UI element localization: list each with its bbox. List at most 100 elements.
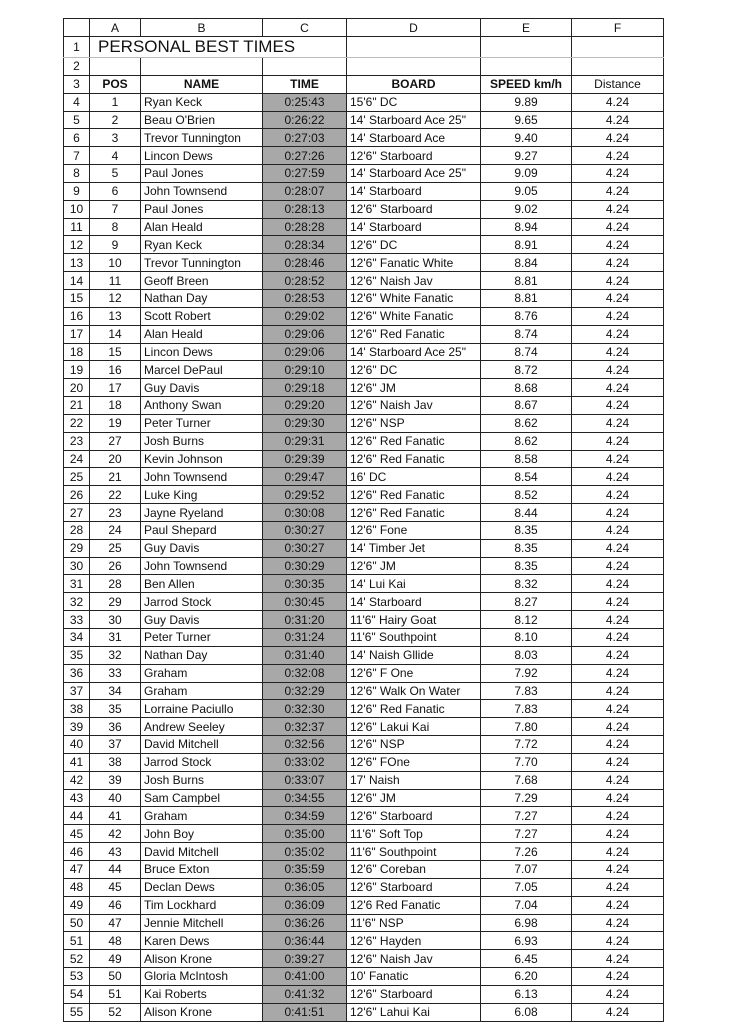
time-cell[interactable]: 0:32:30 bbox=[262, 699, 347, 719]
distance-cell[interactable]: 4.24 bbox=[571, 396, 664, 415]
pos-cell[interactable]: 49 bbox=[89, 949, 141, 969]
speed-cell[interactable]: 8.58 bbox=[480, 449, 572, 469]
name-cell[interactable]: Guy Davis bbox=[140, 538, 263, 558]
speed-cell[interactable]: 7.27 bbox=[480, 824, 572, 844]
row-number[interactable]: 28 bbox=[63, 520, 90, 540]
board-cell[interactable]: 14' Starboard Ace 25" bbox=[346, 342, 481, 362]
distance-cell[interactable]: 4.24 bbox=[571, 253, 664, 273]
distance-cell[interactable]: 4.24 bbox=[571, 110, 664, 130]
distance-cell[interactable]: 4.24 bbox=[571, 735, 664, 754]
board-cell[interactable]: 12'6" FOne bbox=[346, 752, 481, 772]
name-cell[interactable]: John Boy bbox=[140, 824, 263, 844]
name-cell[interactable]: Jarrod Stock bbox=[140, 592, 263, 612]
time-cell[interactable]: 0:28:13 bbox=[262, 199, 347, 219]
name-cell[interactable]: Kai Roberts bbox=[140, 984, 263, 1004]
time-cell[interactable]: 0:30:35 bbox=[262, 574, 347, 594]
board-cell[interactable]: 14' Naish Gllide bbox=[346, 645, 481, 665]
column-header-b[interactable]: B bbox=[140, 18, 263, 37]
speed-cell[interactable]: 8.74 bbox=[480, 324, 572, 344]
row-number[interactable]: 53 bbox=[63, 967, 90, 986]
time-cell[interactable]: 0:28:07 bbox=[262, 181, 347, 201]
row-number[interactable]: 17 bbox=[63, 324, 90, 344]
pos-cell[interactable]: 37 bbox=[89, 735, 141, 754]
row-number[interactable]: 20 bbox=[63, 378, 90, 398]
name-cell[interactable]: Ryan Keck bbox=[140, 92, 263, 112]
speed-cell[interactable]: 7.83 bbox=[480, 681, 572, 701]
name-cell[interactable]: Tim Lockhard bbox=[140, 895, 263, 915]
board-cell[interactable]: 14' Starboard bbox=[346, 592, 481, 612]
pos-cell[interactable]: 24 bbox=[89, 520, 141, 540]
board-cell[interactable]: 12'6" JM bbox=[346, 788, 481, 808]
cell[interactable] bbox=[571, 36, 664, 58]
time-cell[interactable]: 0:27:03 bbox=[262, 128, 347, 148]
board-cell[interactable]: 12'6" DC bbox=[346, 360, 481, 380]
name-cell[interactable]: Josh Burns bbox=[140, 770, 263, 790]
time-cell[interactable]: 0:34:59 bbox=[262, 806, 347, 826]
pos-cell[interactable]: 21 bbox=[89, 467, 141, 487]
speed-cell[interactable]: 7.07 bbox=[480, 859, 572, 879]
pos-cell[interactable]: 22 bbox=[89, 485, 141, 505]
speed-cell[interactable]: 6.13 bbox=[480, 984, 572, 1004]
name-cell[interactable]: Geoff Breen bbox=[140, 271, 263, 290]
speed-cell[interactable]: 7.05 bbox=[480, 877, 572, 897]
pos-cell[interactable]: 8 bbox=[89, 217, 141, 237]
name-cell[interactable]: Graham bbox=[140, 663, 263, 683]
speed-cell[interactable]: 8.35 bbox=[480, 520, 572, 540]
speed-cell[interactable]: 9.09 bbox=[480, 164, 572, 183]
speed-cell[interactable]: 7.04 bbox=[480, 895, 572, 915]
pos-cell[interactable]: 11 bbox=[89, 271, 141, 290]
pos-cell[interactable]: 7 bbox=[89, 199, 141, 219]
time-cell[interactable]: 0:41:51 bbox=[262, 1002, 347, 1022]
board-cell[interactable]: 11'6" NSP bbox=[346, 913, 481, 933]
time-cell[interactable]: 0:29:06 bbox=[262, 342, 347, 362]
row-number[interactable]: 35 bbox=[63, 645, 90, 665]
pos-cell[interactable]: 23 bbox=[89, 503, 141, 522]
pos-cell[interactable]: 33 bbox=[89, 663, 141, 683]
speed-cell[interactable]: 6.93 bbox=[480, 931, 572, 951]
pos-cell[interactable]: 39 bbox=[89, 770, 141, 790]
time-cell[interactable]: 0:30:08 bbox=[262, 503, 347, 522]
pos-cell[interactable]: 47 bbox=[89, 913, 141, 933]
row-number[interactable]: 12 bbox=[63, 235, 90, 255]
row-number[interactable]: 25 bbox=[63, 467, 90, 487]
board-cell[interactable]: 12'6" JM bbox=[346, 378, 481, 398]
column-header-f[interactable]: F bbox=[571, 18, 664, 37]
pos-cell[interactable]: 12 bbox=[89, 288, 141, 308]
speed-cell[interactable]: 8.74 bbox=[480, 342, 572, 362]
row-number[interactable]: 49 bbox=[63, 895, 90, 915]
pos-cell[interactable]: 20 bbox=[89, 449, 141, 469]
name-cell[interactable]: Alan Heald bbox=[140, 217, 263, 237]
distance-cell[interactable]: 4.24 bbox=[571, 1002, 664, 1022]
distance-cell[interactable]: 4.24 bbox=[571, 610, 664, 629]
distance-cell[interactable]: 4.24 bbox=[571, 628, 664, 647]
name-cell[interactable]: Declan Dews bbox=[140, 877, 263, 897]
header-speed[interactable]: SPEED km/h bbox=[480, 74, 572, 94]
time-cell[interactable]: 0:36:44 bbox=[262, 931, 347, 951]
time-cell[interactable]: 0:25:43 bbox=[262, 92, 347, 112]
pos-cell[interactable]: 48 bbox=[89, 931, 141, 951]
name-cell[interactable]: Jarrod Stock bbox=[140, 752, 263, 772]
distance-cell[interactable]: 4.24 bbox=[571, 859, 664, 879]
distance-cell[interactable]: 4.24 bbox=[571, 842, 664, 861]
cell[interactable] bbox=[346, 57, 481, 76]
name-cell[interactable]: Scott Robert bbox=[140, 306, 263, 326]
distance-cell[interactable]: 4.24 bbox=[571, 128, 664, 148]
distance-cell[interactable]: 4.24 bbox=[571, 788, 664, 808]
pos-cell[interactable]: 50 bbox=[89, 967, 141, 986]
pos-cell[interactable]: 42 bbox=[89, 824, 141, 844]
board-cell[interactable]: 12'6" Lahui Kai bbox=[346, 1002, 481, 1022]
name-cell[interactable]: Guy Davis bbox=[140, 610, 263, 629]
row-number[interactable]: 51 bbox=[63, 931, 90, 951]
pos-cell[interactable]: 52 bbox=[89, 1002, 141, 1022]
pos-cell[interactable]: 29 bbox=[89, 592, 141, 612]
row-number[interactable]: 18 bbox=[63, 342, 90, 362]
name-cell[interactable]: Josh Burns bbox=[140, 431, 263, 451]
board-cell[interactable]: 12'6" Red Fanatic bbox=[346, 503, 481, 522]
speed-cell[interactable]: 8.44 bbox=[480, 503, 572, 522]
board-cell[interactable]: 12'6" Fanatic White bbox=[346, 253, 481, 273]
header-pos[interactable]: POS bbox=[89, 74, 141, 94]
board-cell[interactable]: 12'6 Red Fanatic bbox=[346, 895, 481, 915]
distance-cell[interactable]: 4.24 bbox=[571, 306, 664, 326]
distance-cell[interactable]: 4.24 bbox=[571, 360, 664, 380]
board-cell[interactable]: 15'6" DC bbox=[346, 92, 481, 112]
